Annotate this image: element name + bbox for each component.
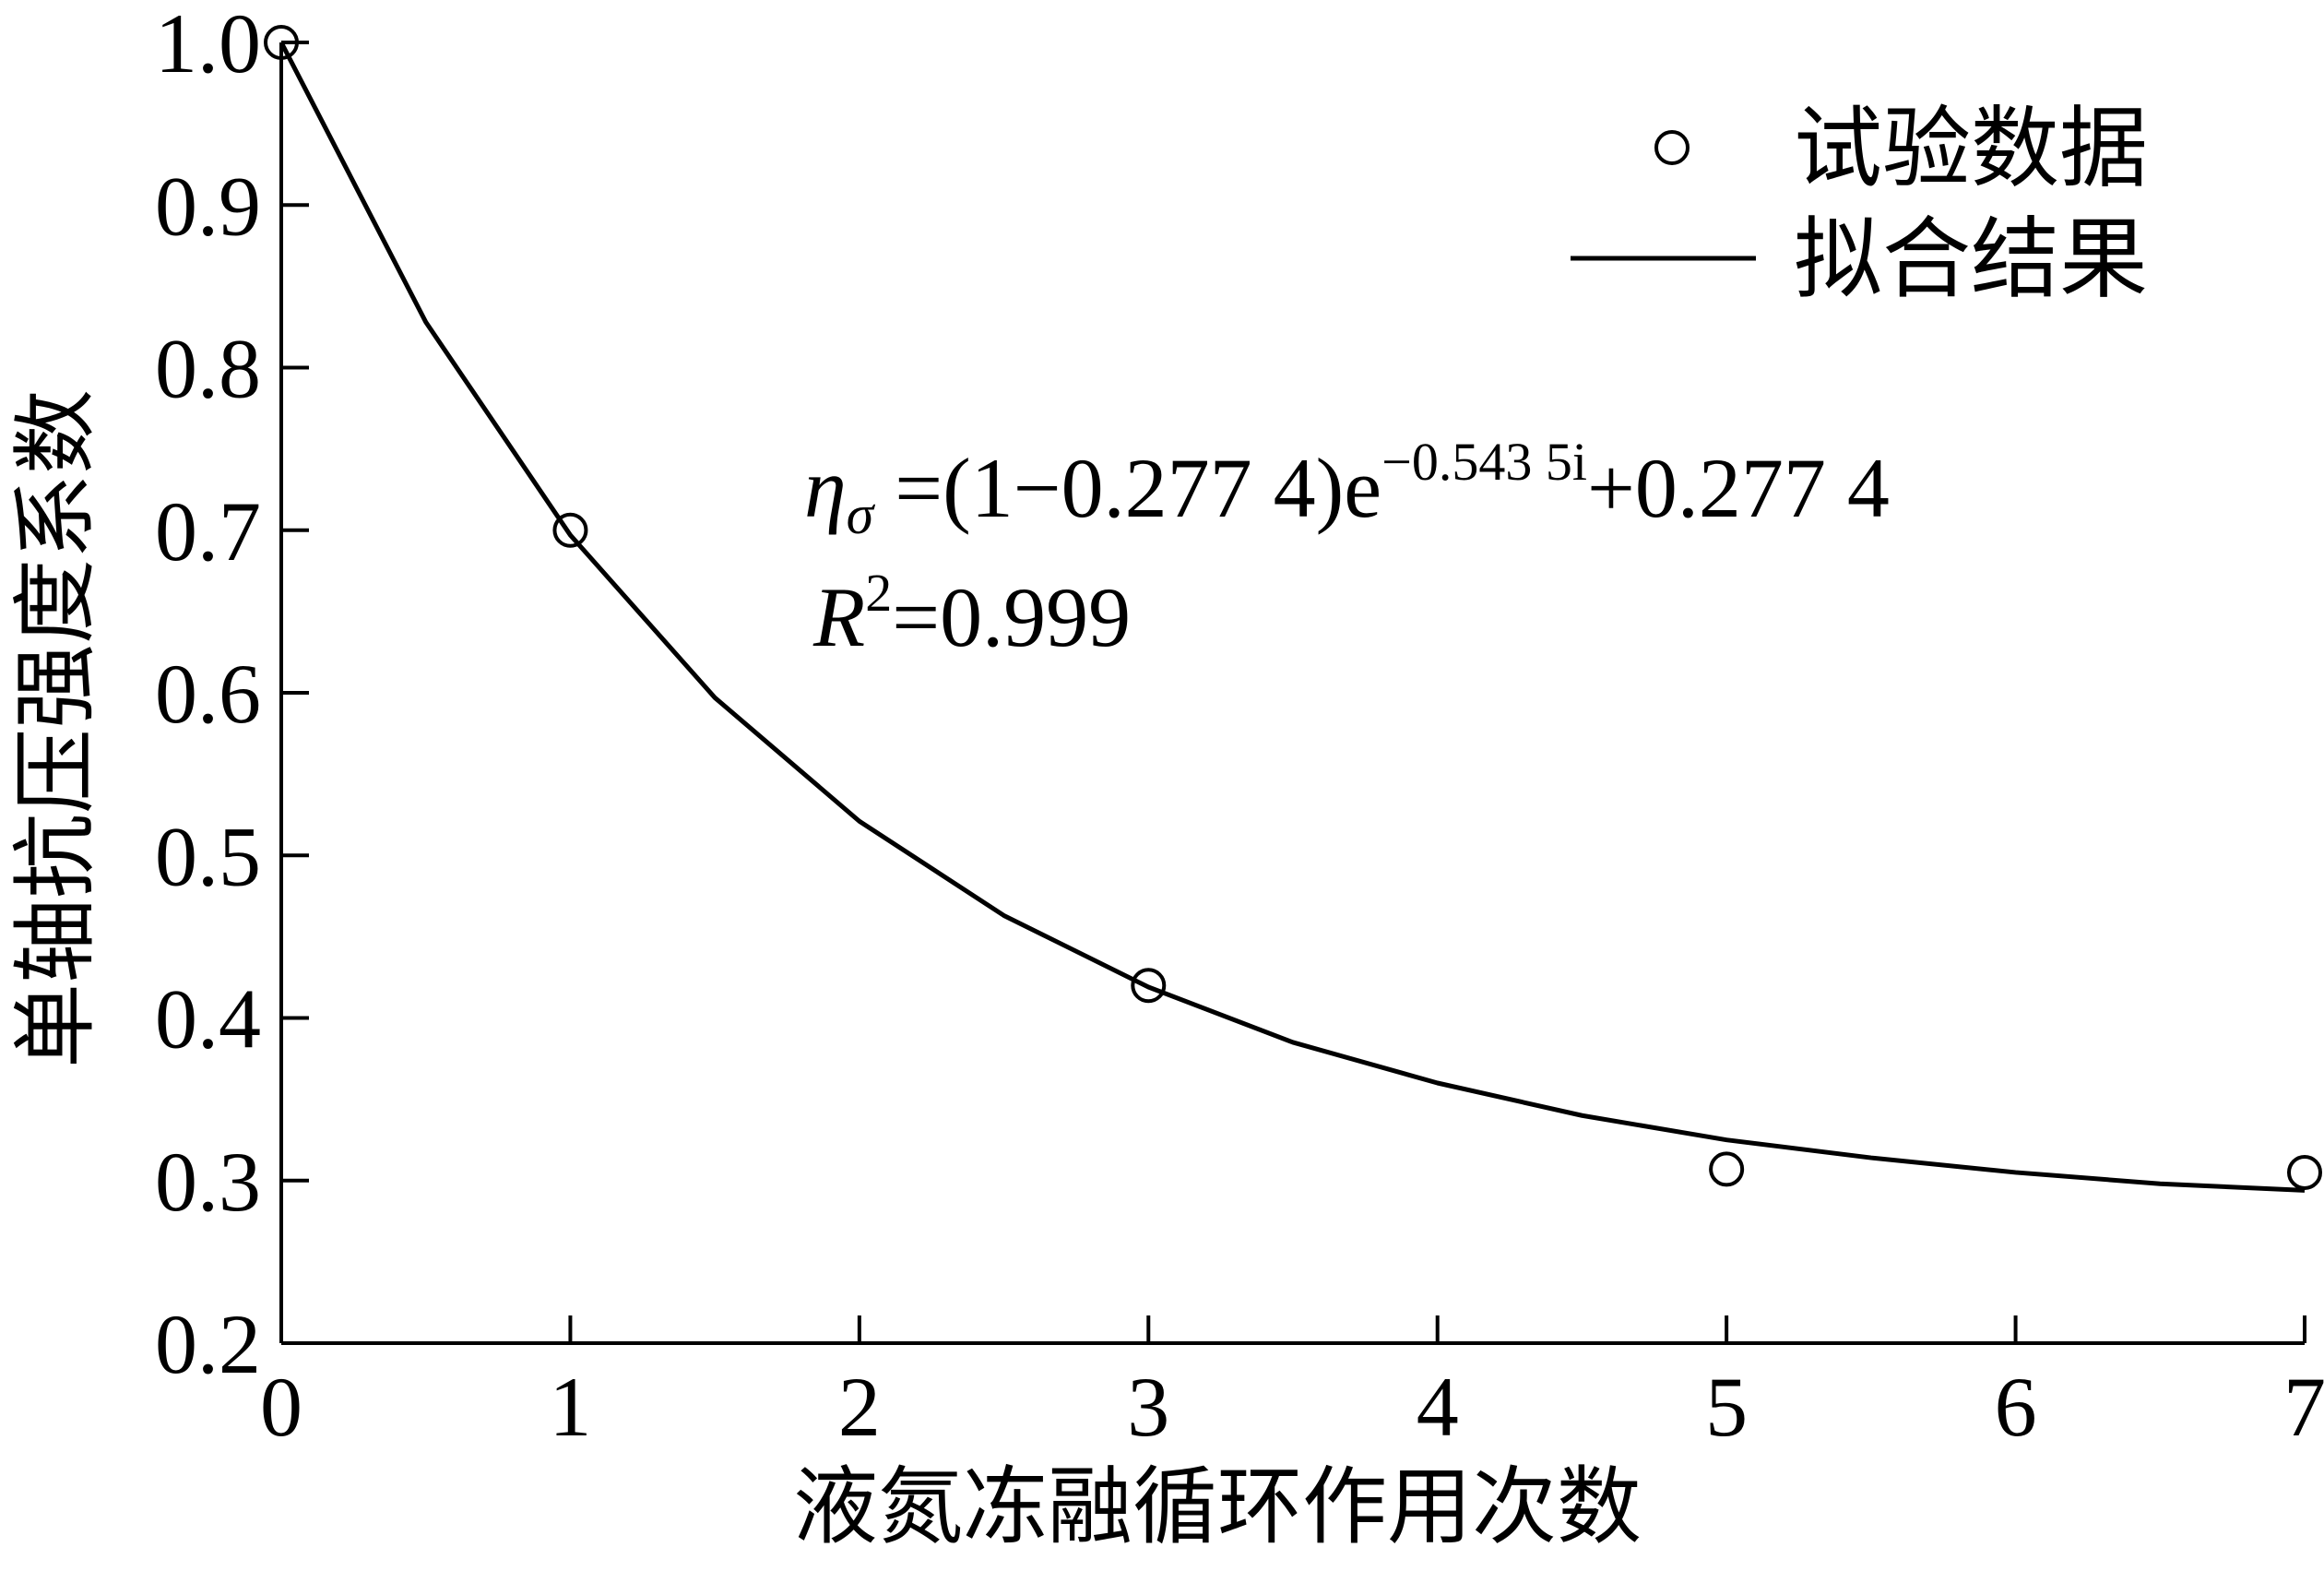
- y-tick-label: 1.0: [155, 0, 261, 90]
- equation-lhs: η: [804, 441, 847, 535]
- y-tick-label: 0.8: [155, 322, 261, 416]
- x-tick-label: 4: [1417, 1360, 1459, 1454]
- data-point: [552, 512, 588, 548]
- y-tick-label: 0.7: [155, 484, 261, 578]
- y-tick-label: 0.6: [155, 647, 261, 741]
- x-tick-label: 5: [1705, 1360, 1748, 1454]
- equation-body: =(1−0.277 4)e: [873, 441, 1381, 535]
- r-squared: R2=0.999: [812, 563, 1131, 664]
- y-tick-label: 0.2: [155, 1297, 261, 1391]
- legend-marker: [1654, 130, 1690, 165]
- x-tick-label: 3: [1127, 1360, 1169, 1454]
- y-tick-label: 0.3: [155, 1135, 261, 1229]
- y-tick-label: 0.4: [155, 972, 261, 1066]
- legend-label: 拟合结果: [1794, 210, 2148, 309]
- data-point: [264, 25, 299, 60]
- x-tick-label: 6: [1995, 1360, 2037, 1454]
- equation: ησ =(1−0.277 4)e−0.543 5i+0.277 4: [804, 432, 1890, 545]
- data-point: [1709, 1151, 1745, 1187]
- r-squared-sup: 2: [865, 563, 892, 623]
- y-tick-label: 0.9: [155, 159, 261, 253]
- data-point: [1131, 968, 1167, 1004]
- equation-exp: −0.543 5i: [1381, 432, 1587, 492]
- x-tick-label: 7: [2283, 1360, 2324, 1454]
- x-tick-label: 1: [549, 1360, 591, 1454]
- equation-lhs-sub: σ: [847, 484, 876, 545]
- x-tick-label: 2: [838, 1360, 881, 1454]
- y-axis-title: 单轴抗压强度系数: [9, 389, 103, 1068]
- data-point: [2287, 1154, 2322, 1190]
- r-squared-body: =0.999: [892, 570, 1131, 664]
- equation-tail: +0.277 4: [1587, 441, 1890, 535]
- fit-curve: [279, 41, 2306, 1193]
- r-squared-base: R: [812, 570, 865, 664]
- y-tick-label: 0.5: [155, 809, 261, 903]
- x-tick-label: 0: [260, 1360, 302, 1454]
- x-axis-title: 液氮冻融循环作用次数: [793, 1460, 1642, 1554]
- legend-label: 试验数据: [1794, 100, 2148, 198]
